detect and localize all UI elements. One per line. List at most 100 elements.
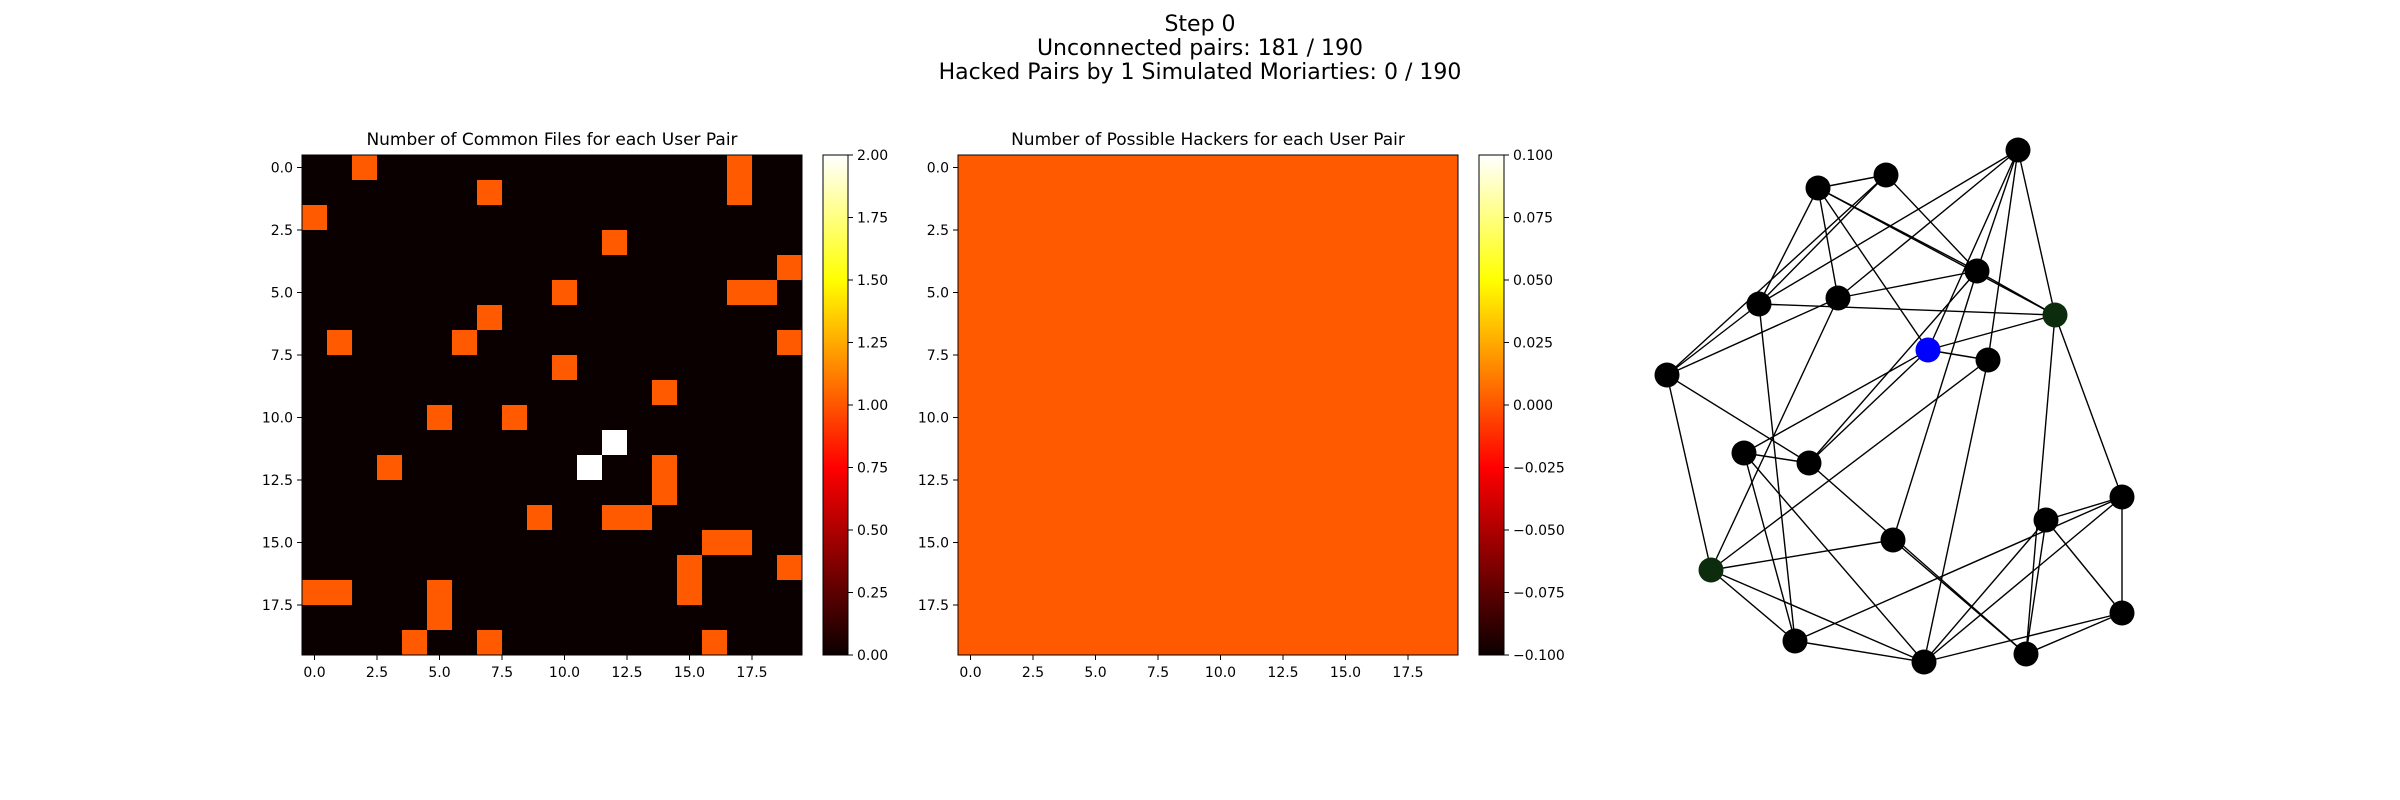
x-tick-label: 10.0 xyxy=(549,665,580,681)
network-node xyxy=(1964,258,1990,284)
colorbar-tick-label: 1.50 xyxy=(857,273,888,289)
heatmap-cell xyxy=(352,155,377,180)
network-edge xyxy=(1987,149,2019,361)
x-tick-label: 2.5 xyxy=(1022,665,1044,681)
possible-hackers-y-ticks: 0.0 2.5 5.0 7.5 10.0 12.5 15.0 17.5 xyxy=(918,161,958,614)
heatmap-cell xyxy=(552,280,577,305)
network-node xyxy=(2033,507,2059,533)
y-tick-label: 5.0 xyxy=(271,286,293,302)
network-edge xyxy=(1923,519,2047,663)
network-node xyxy=(1746,291,1772,317)
network-edge xyxy=(1666,303,1760,376)
colorbar-tick-label: 0.75 xyxy=(857,461,888,477)
heatmap-cell xyxy=(727,180,752,205)
network-edge xyxy=(1758,303,2056,316)
heatmap-cell xyxy=(727,155,752,180)
network-node xyxy=(2042,302,2068,328)
heatmap-cell xyxy=(477,305,502,330)
network-edge xyxy=(1666,297,1839,376)
x-tick-label: 15.0 xyxy=(674,665,705,681)
heatmap-cell xyxy=(627,505,652,530)
network-edge xyxy=(1794,640,1925,663)
heatmap-cell xyxy=(602,430,627,455)
y-tick-label: 15.0 xyxy=(918,536,949,552)
colorbar-tick-label: 0.25 xyxy=(857,586,888,602)
common-files-colorbar-gradient xyxy=(823,155,848,655)
network-edge xyxy=(1758,174,1887,305)
network-edge xyxy=(2025,519,2047,655)
x-tick-label: 5.0 xyxy=(428,665,450,681)
heatmap-cell xyxy=(552,355,577,380)
colorbar-tick-label: 1.75 xyxy=(857,211,888,227)
network-edge xyxy=(1976,149,2019,272)
heatmap-cell xyxy=(452,330,477,355)
heatmap-cell xyxy=(402,630,427,655)
heatmap-cell xyxy=(777,255,802,280)
heatmap-cell xyxy=(727,530,752,555)
network-edge xyxy=(1808,349,1929,464)
network-edge xyxy=(1923,359,1989,663)
network-node xyxy=(1915,337,1941,363)
x-tick-label: 7.5 xyxy=(1147,665,1169,681)
network-edge xyxy=(1758,149,2019,305)
heatmap-cell xyxy=(602,505,627,530)
network-edge xyxy=(1758,187,1819,305)
possible-hackers-cells xyxy=(958,155,1458,655)
network-edge xyxy=(1923,612,2123,663)
y-tick-label: 0.0 xyxy=(271,161,293,177)
heatmap-cell xyxy=(427,405,452,430)
network-node xyxy=(1654,362,1680,388)
heatmap-cell xyxy=(602,230,627,255)
colorbar-tick-label: 0.100 xyxy=(1513,148,1553,164)
y-tick-label: 7.5 xyxy=(271,348,293,364)
common-files-heatmap: Number of Common Files for each User Pai… xyxy=(262,130,803,681)
heatmap-cell xyxy=(577,455,602,480)
x-tick-label: 2.5 xyxy=(366,665,388,681)
common-files-title: Number of Common Files for each User Pai… xyxy=(366,130,737,150)
network-nodes xyxy=(1654,137,2135,675)
network-edge xyxy=(1710,297,1839,571)
figure-title: Step 0 Unconnected pairs: 181 / 190 Hack… xyxy=(939,12,1462,85)
colorbar-tick-label: −0.100 xyxy=(1513,648,1565,664)
network-node xyxy=(1731,440,1757,466)
heatmap-background xyxy=(958,155,1458,655)
network-node xyxy=(2109,484,2135,510)
network-edge xyxy=(1927,314,2056,351)
y-tick-label: 15.0 xyxy=(262,536,293,552)
possible-hackers-colorbar-gradient xyxy=(1479,155,1504,655)
network-node xyxy=(1796,450,1822,476)
network-edge xyxy=(1927,149,2019,351)
network-edge xyxy=(1794,496,2123,642)
network-edge xyxy=(1710,359,1989,571)
network-edge xyxy=(1666,174,1887,376)
colorbar-tick-label: −0.075 xyxy=(1513,586,1565,602)
network-edge xyxy=(1976,270,2056,316)
heatmap-cell xyxy=(652,455,677,480)
network-edge xyxy=(1666,374,1712,571)
possible-hackers-title: Number of Possible Hackers for each User… xyxy=(1011,130,1405,150)
network-edge xyxy=(1758,303,1796,642)
network-edge xyxy=(2025,314,2056,655)
user-network-graph xyxy=(1654,137,2135,675)
heatmap-cell xyxy=(477,630,502,655)
heatmap-cell xyxy=(652,380,677,405)
common-files-cells xyxy=(302,155,802,655)
network-edge xyxy=(1710,539,1894,571)
colorbar-tick-label: −0.025 xyxy=(1513,461,1565,477)
heatmap-cell xyxy=(727,280,752,305)
heatmap-cell xyxy=(427,580,452,605)
x-tick-label: 12.5 xyxy=(611,665,642,681)
possible-hackers-frame xyxy=(957,154,1459,656)
colorbar-tick-label: −0.050 xyxy=(1513,523,1565,539)
network-node xyxy=(1805,175,1831,201)
heatmap-cell xyxy=(302,580,327,605)
network-edge xyxy=(1743,452,1796,642)
y-tick-label: 10.0 xyxy=(262,411,293,427)
x-tick-label: 5.0 xyxy=(1084,665,1106,681)
x-tick-label: 17.5 xyxy=(736,665,767,681)
colorbar-tick-label: 0.00 xyxy=(857,648,888,664)
network-edge xyxy=(2045,519,2123,614)
network-edge xyxy=(1743,452,1925,663)
heatmap-cell xyxy=(777,330,802,355)
